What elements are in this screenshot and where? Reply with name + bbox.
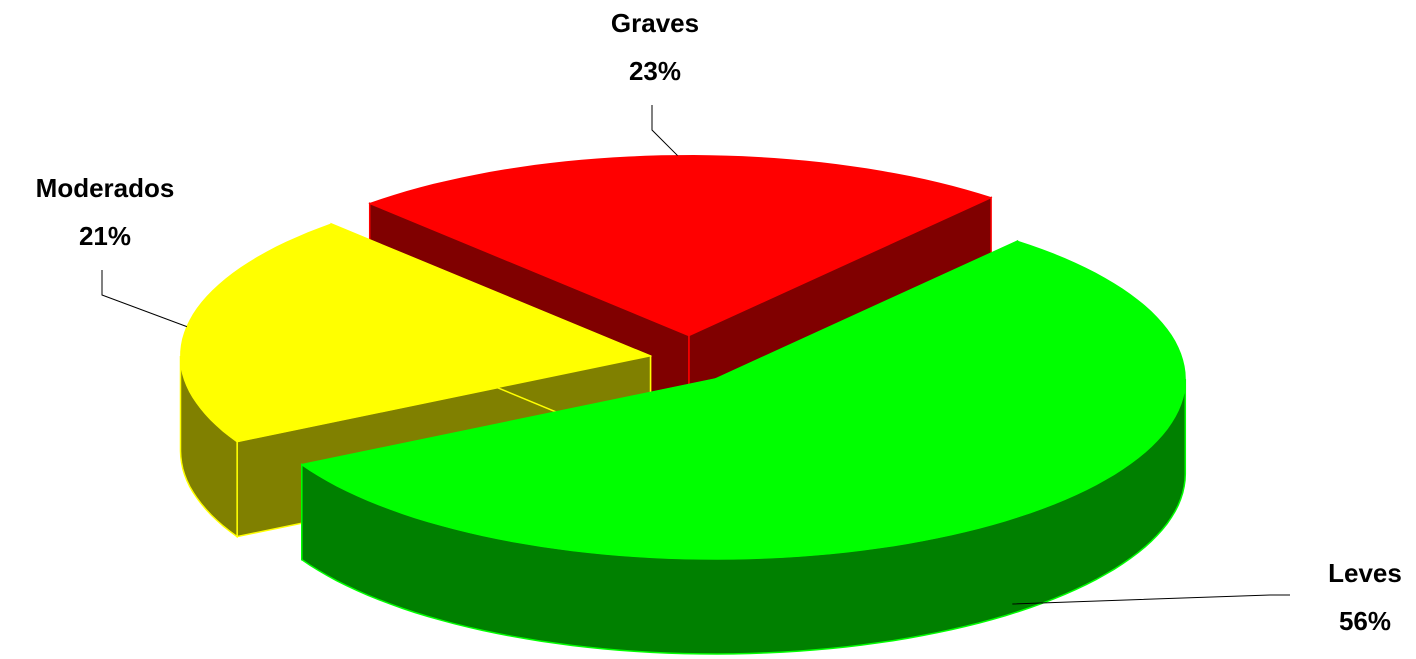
- slice: [300, 239, 1187, 655]
- leader-line: [1012, 594, 1290, 605]
- data-label-name: Moderados: [36, 173, 175, 203]
- data-label-value: 21%: [79, 221, 131, 251]
- data-label-name: Graves: [611, 8, 699, 38]
- slice-top: [300, 240, 1186, 560]
- data-label-value: 56%: [1339, 606, 1391, 636]
- data-label-name: Leves: [1328, 558, 1402, 588]
- data-label-value: 23%: [629, 56, 681, 86]
- slice-top: [368, 154, 993, 337]
- leader-line: [651, 105, 678, 156]
- leader-line: [101, 270, 188, 328]
